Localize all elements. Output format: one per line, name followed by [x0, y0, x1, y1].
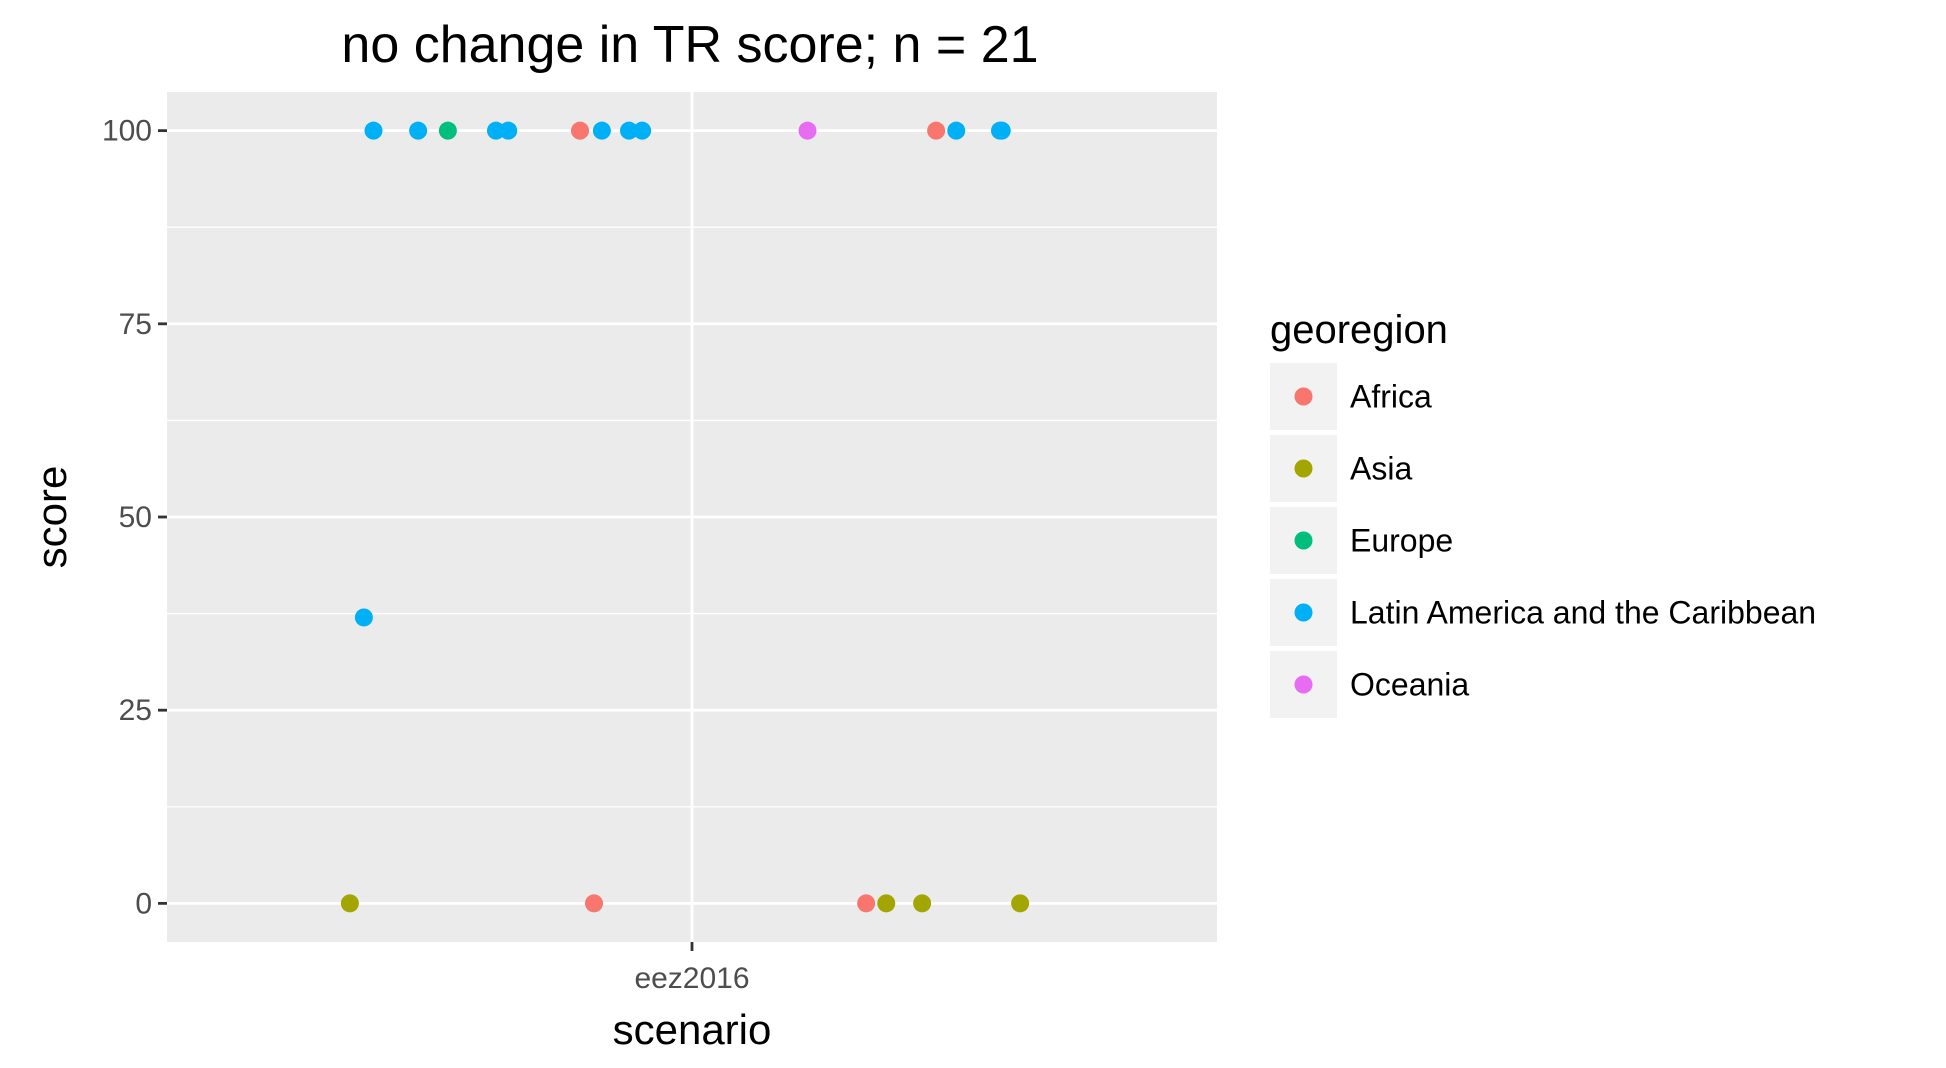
legend-swatch — [1294, 603, 1313, 622]
data-point — [585, 894, 603, 913]
legend-swatch — [1294, 531, 1313, 550]
data-point — [927, 121, 946, 140]
data-point — [438, 121, 457, 140]
data-point — [592, 121, 611, 140]
data-point — [354, 608, 373, 627]
data-point — [499, 121, 518, 140]
data-point — [571, 121, 589, 140]
data-point — [633, 121, 652, 140]
x-axis-title: scenario — [613, 1006, 772, 1053]
legend-label: Latin America and the Caribbean — [1350, 595, 1816, 631]
legend-swatch — [1294, 675, 1313, 694]
legend-label: Oceania — [1350, 667, 1469, 703]
legend-item: Latin America and the Caribbean — [1270, 579, 1816, 646]
legend: georegion Africa Asia Europe Latin America … — [1270, 308, 1816, 718]
data-point — [364, 121, 383, 140]
y-tick-label: 0 — [135, 887, 152, 920]
data-points — [340, 121, 1030, 913]
data-point — [409, 121, 428, 140]
data-point — [877, 894, 896, 913]
legend-item: Oceania — [1270, 651, 1469, 718]
legend-item: Europe — [1270, 507, 1453, 574]
legend-title: georegion — [1270, 308, 1448, 352]
data-point — [798, 121, 817, 140]
legend-swatch — [1294, 459, 1313, 478]
chart-title: no change in TR score; n = 21 — [341, 16, 1038, 74]
y-axis-title: score — [28, 466, 75, 569]
legend-label: Asia — [1350, 451, 1412, 487]
data-point — [1011, 894, 1030, 913]
data-point — [620, 121, 638, 140]
data-point — [992, 121, 1011, 140]
y-tick-label: 75 — [119, 308, 152, 341]
y-tick-label: 25 — [119, 694, 152, 727]
data-point — [340, 894, 359, 913]
x-tick-label: eez2016 — [634, 962, 749, 995]
legend-item: Africa — [1270, 363, 1432, 430]
legend-label: Africa — [1350, 379, 1432, 415]
axis-ticks — [158, 129, 694, 951]
data-point — [857, 894, 876, 913]
legend-label: Europe — [1350, 523, 1453, 559]
data-point — [947, 121, 966, 140]
x-axis-tick-labels: eez2016 — [634, 962, 749, 995]
legend-swatch — [1294, 387, 1313, 406]
data-point — [913, 894, 932, 913]
legend-item: Asia — [1270, 435, 1412, 502]
y-axis-tick-labels: 0 25 50 75 100 — [102, 115, 152, 921]
y-tick-label: 50 — [119, 501, 152, 534]
y-tick-label: 100 — [102, 115, 152, 148]
